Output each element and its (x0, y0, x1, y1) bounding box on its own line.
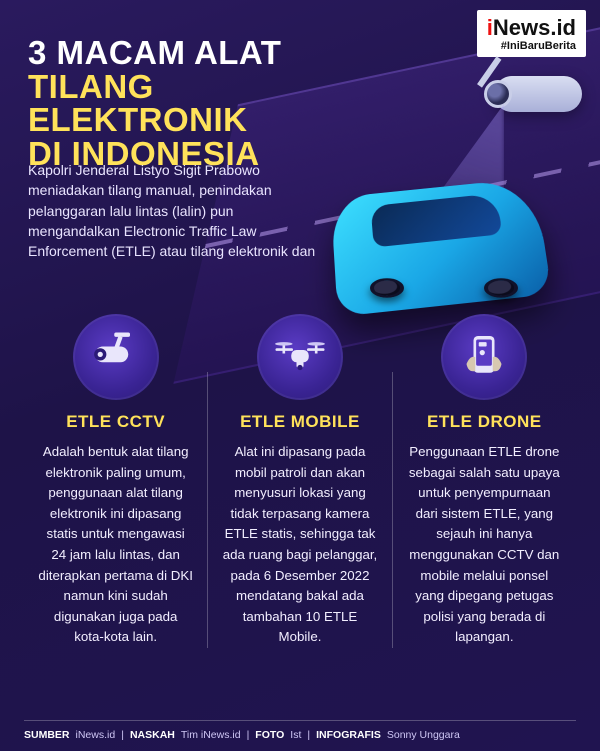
footer-sep: | (247, 729, 250, 741)
brand-logo: iNews.id #IniBaruBerita (477, 10, 586, 57)
headline-line1: 3 MACAM ALAT (28, 36, 368, 70)
column-title: ETLE DRONE (407, 412, 562, 432)
column-body: Penggunaan ETLE drone sebagai salah satu… (407, 442, 562, 648)
footer-naskah: Tim iNews.id (181, 729, 241, 741)
drone-icon (257, 314, 343, 400)
column-etle-drone: ETLE DRONE Penggunaan ETLE drone sebagai… (392, 372, 576, 648)
headline-line2: TILANG ELEKTRONIK (28, 70, 368, 137)
cctv-illustration (472, 58, 582, 128)
footer-foto: Ist (290, 729, 301, 741)
intro-paragraph: Kapolri Jenderal Listyo Sigit Prabowo me… (28, 160, 318, 261)
logo-main: News (493, 15, 550, 40)
footer-naskah-label: NASKAH (130, 729, 175, 741)
column-title: ETLE MOBILE (222, 412, 377, 432)
footer-sep: | (307, 729, 310, 741)
footer-sumber: iNews.id (76, 729, 116, 741)
footer-infografis-label: INFOGRAFIS (316, 729, 381, 741)
footer-credits: SUMBER iNews.id | NASKAH Tim iNews.id | … (24, 720, 576, 741)
footer-sep: | (121, 729, 124, 741)
headline: 3 MACAM ALAT TILANG ELEKTRONIK DI INDONE… (28, 36, 368, 171)
column-title: ETLE CCTV (38, 412, 193, 432)
infographic-canvas: iNews.id #IniBaruBerita 3 MACAM ALAT TIL… (0, 0, 600, 751)
column-etle-cctv: ETLE CCTV Adalah bentuk alat tilang elek… (24, 372, 207, 648)
logo-suffix: .id (550, 15, 576, 40)
footer-infografis: Sonny Unggara (387, 729, 460, 741)
column-body: Adalah bentuk alat tilang elektronik pal… (38, 442, 193, 648)
footer-foto-label: FOTO (255, 729, 284, 741)
car-illustration (334, 185, 544, 305)
column-body: Alat ini dipasang pada mobil patroli dan… (222, 442, 377, 648)
brand-logo-text: iNews.id (487, 16, 576, 39)
columns-row: ETLE CCTV Adalah bentuk alat tilang elek… (0, 372, 600, 648)
brand-hashtag: #IniBaruBerita (487, 41, 576, 53)
column-etle-mobile: ETLE MOBILE Alat ini dipasang pada mobil… (207, 372, 391, 648)
phone-hand-icon (441, 314, 527, 400)
footer-sumber-label: SUMBER (24, 729, 70, 741)
cctv-icon (73, 314, 159, 400)
